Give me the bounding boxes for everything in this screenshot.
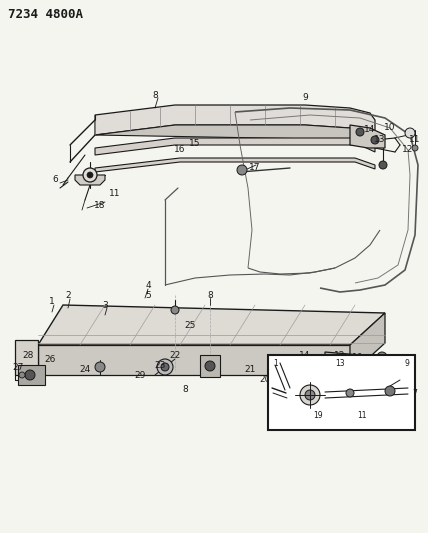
Circle shape (87, 172, 93, 178)
Circle shape (377, 352, 387, 362)
FancyBboxPatch shape (268, 355, 415, 430)
Text: 23: 23 (155, 360, 166, 369)
Polygon shape (38, 345, 350, 375)
Text: 2: 2 (65, 292, 71, 301)
Circle shape (95, 362, 105, 372)
Polygon shape (350, 125, 385, 148)
Text: 18: 18 (94, 200, 106, 209)
Circle shape (346, 389, 354, 397)
Polygon shape (200, 355, 220, 377)
Circle shape (171, 306, 179, 314)
Text: 8: 8 (182, 385, 188, 394)
Text: 6: 6 (52, 175, 58, 184)
Polygon shape (75, 175, 105, 185)
Polygon shape (95, 158, 375, 172)
Polygon shape (18, 365, 45, 385)
Text: 7: 7 (413, 389, 417, 398)
Circle shape (305, 390, 315, 400)
Circle shape (237, 165, 247, 175)
Text: 1: 1 (49, 297, 55, 306)
Circle shape (386, 360, 394, 368)
Circle shape (25, 370, 35, 380)
Text: 1: 1 (273, 359, 278, 367)
Text: 26: 26 (45, 356, 56, 365)
Circle shape (161, 363, 169, 371)
Text: 24: 24 (79, 366, 91, 375)
Circle shape (379, 161, 387, 169)
Text: 14: 14 (299, 351, 311, 360)
Text: 12: 12 (334, 351, 346, 359)
Text: 17: 17 (249, 164, 261, 173)
Text: 16: 16 (174, 146, 186, 155)
Polygon shape (350, 313, 385, 375)
Text: 14: 14 (364, 125, 376, 134)
Text: 11: 11 (357, 411, 367, 421)
Circle shape (300, 385, 320, 405)
Circle shape (385, 386, 395, 396)
Text: 7234 4800A: 7234 4800A (8, 8, 83, 21)
Text: 13: 13 (374, 135, 386, 144)
Text: 25: 25 (184, 320, 196, 329)
Polygon shape (95, 105, 375, 140)
Polygon shape (38, 305, 385, 345)
Text: 21: 21 (244, 366, 256, 375)
Polygon shape (325, 352, 365, 385)
Text: 8: 8 (152, 91, 158, 100)
Text: 11: 11 (409, 135, 421, 144)
Text: 28: 28 (22, 351, 34, 359)
Text: 27: 27 (12, 364, 24, 373)
Polygon shape (95, 125, 375, 145)
Text: 29: 29 (134, 370, 146, 379)
Text: 5: 5 (145, 292, 151, 301)
Text: 19: 19 (372, 364, 384, 373)
Text: 18: 18 (279, 384, 291, 392)
Text: 12: 12 (402, 146, 414, 155)
Text: 13: 13 (335, 359, 345, 367)
Text: 22: 22 (169, 351, 181, 359)
Text: 20: 20 (259, 376, 270, 384)
Polygon shape (15, 340, 38, 375)
Text: 8: 8 (207, 290, 213, 300)
Circle shape (83, 168, 97, 182)
Text: 9: 9 (302, 93, 308, 101)
Text: 4: 4 (145, 280, 151, 289)
Circle shape (405, 128, 415, 138)
Circle shape (351, 358, 359, 366)
Circle shape (205, 361, 215, 371)
Text: 13: 13 (316, 359, 328, 367)
Text: 19: 19 (313, 411, 323, 421)
Circle shape (371, 136, 379, 144)
Text: 9: 9 (404, 359, 410, 367)
Circle shape (157, 359, 173, 375)
Circle shape (334, 361, 346, 373)
Text: 10: 10 (352, 353, 364, 362)
Circle shape (356, 128, 364, 136)
Text: 11: 11 (109, 189, 121, 198)
Text: 10: 10 (384, 124, 396, 133)
Text: 3: 3 (102, 301, 108, 310)
Polygon shape (95, 138, 375, 155)
Text: 15: 15 (189, 139, 201, 148)
Circle shape (412, 145, 418, 151)
Circle shape (19, 372, 25, 378)
